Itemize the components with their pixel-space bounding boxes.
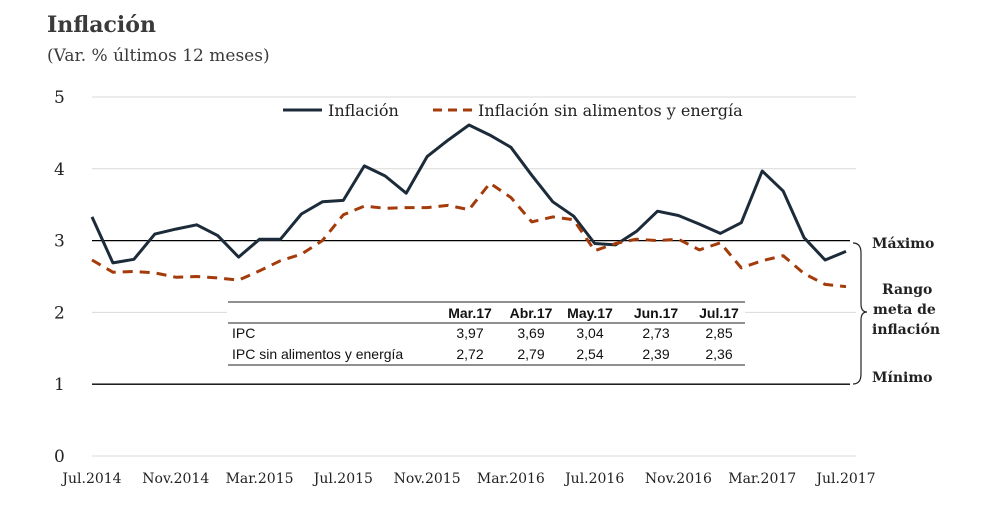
target-range-annotation: Máximo Rango meta de inflación Mínimo bbox=[852, 236, 940, 386]
y-tick-label: 5 bbox=[54, 88, 65, 108]
max-label: Máximo bbox=[872, 236, 934, 252]
x-tick-label: Nov.2015 bbox=[394, 471, 461, 487]
chart-subtitle: (Var. % últimos 12 meses) bbox=[47, 46, 270, 66]
series-line-inflacion bbox=[90, 123, 847, 265]
table-cell: 3,04 bbox=[576, 325, 603, 341]
x-tick-label: Mar.2016 bbox=[477, 471, 545, 487]
x-tick-label: Jul.2014 bbox=[60, 471, 121, 487]
range-brace bbox=[852, 242, 868, 385]
chart-title: Inflación bbox=[47, 12, 156, 38]
table-cell: 2,54 bbox=[576, 346, 603, 362]
table-cell: 2,85 bbox=[705, 325, 732, 341]
y-tick-label: 4 bbox=[54, 160, 65, 180]
y-tick-label: 1 bbox=[54, 375, 65, 395]
y-axis-ticks: 0 1 2 3 4 5 bbox=[54, 88, 65, 467]
table-row-label: IPC sin alimentos y energía bbox=[232, 346, 403, 362]
x-tick-label: Nov.2016 bbox=[645, 471, 712, 487]
table-header-cell: Abr.17 bbox=[510, 305, 553, 321]
range-label-line3: inflación bbox=[872, 322, 940, 338]
legend: Inflación Inflación sin alimentos y ener… bbox=[283, 101, 743, 120]
table-row-label: IPC bbox=[232, 325, 255, 341]
table-header-cell: Mar.17 bbox=[448, 305, 492, 321]
y-tick-label: 3 bbox=[54, 232, 65, 252]
table-background bbox=[227, 300, 745, 366]
table-header-cell: Jul.17 bbox=[699, 305, 739, 321]
series-lines bbox=[90, 123, 847, 289]
x-tick-label: Jul.2017 bbox=[814, 471, 875, 487]
table-cell: 3,97 bbox=[456, 325, 483, 341]
x-tick-label: Nov.2014 bbox=[142, 471, 209, 487]
table-cell: 3,69 bbox=[517, 325, 544, 341]
table-cell: 2,72 bbox=[456, 346, 483, 362]
table-header-cell: Jun.17 bbox=[634, 305, 679, 321]
target-band-lines bbox=[92, 239, 850, 385]
series-line-subyacente bbox=[91, 181, 847, 289]
x-tick-label: Mar.2017 bbox=[728, 471, 796, 487]
data-table: Mar.17 Abr.17 May.17 Jun.17 Jul.17 IPC 3,97 3,6… bbox=[227, 300, 745, 366]
table-header-cell: May.17 bbox=[567, 305, 613, 321]
table-cell: 2,39 bbox=[642, 346, 669, 362]
grid-lines bbox=[92, 96, 856, 457]
x-tick-label: Mar.2015 bbox=[226, 471, 294, 487]
x-tick-label: Jul.2016 bbox=[563, 471, 624, 487]
range-label-line2: meta de bbox=[873, 302, 936, 318]
y-tick-label: 0 bbox=[54, 447, 65, 467]
legend-label-subyacente: Inflación sin alimentos y energía bbox=[478, 101, 743, 120]
legend-label-inflacion: Inflación bbox=[328, 101, 399, 120]
table-cell: 2,73 bbox=[642, 325, 669, 341]
table-cell: 2,36 bbox=[705, 346, 732, 362]
range-label-line1: Rango bbox=[882, 282, 932, 298]
min-label: Mínimo bbox=[872, 370, 932, 386]
x-tick-label: Jul.2015 bbox=[312, 471, 373, 487]
x-axis-ticks: Jul.2014 Nov.2014 Mar.2015 Jul.2015 Nov.2015… bbox=[60, 471, 875, 487]
table-cell: 2,79 bbox=[517, 346, 544, 362]
y-tick-label: 2 bbox=[54, 303, 65, 323]
